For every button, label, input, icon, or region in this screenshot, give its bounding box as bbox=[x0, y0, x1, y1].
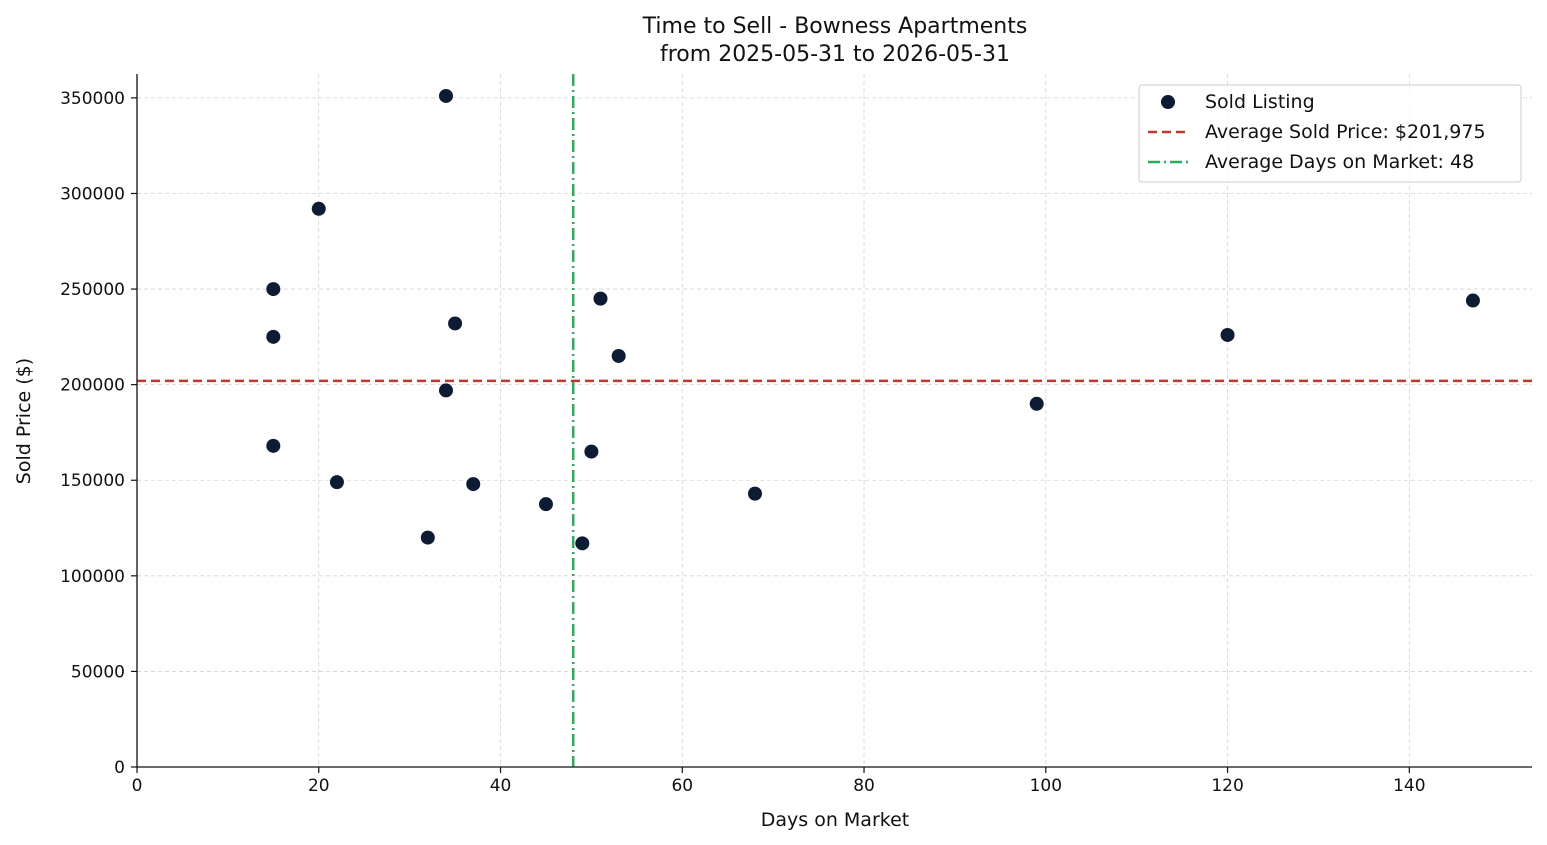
data-point bbox=[438, 383, 453, 398]
y-tick-label: 200000 bbox=[60, 376, 125, 396]
legend-box bbox=[1138, 84, 1522, 183]
data-point bbox=[311, 201, 326, 216]
data-point bbox=[1220, 327, 1235, 342]
x-tick-label: 140 bbox=[1393, 776, 1425, 796]
data-point bbox=[448, 316, 463, 331]
y-tick-label: 0 bbox=[114, 758, 125, 778]
y-tick-label: 150000 bbox=[60, 471, 125, 491]
y-tick-label: 50000 bbox=[71, 662, 125, 682]
chart-subtitle: from 2025-05-31 to 2026-05-31 bbox=[660, 42, 1010, 67]
x-tick-label: 120 bbox=[1211, 776, 1243, 796]
data-point bbox=[747, 486, 762, 501]
data-point bbox=[1029, 396, 1044, 411]
data-point bbox=[593, 291, 608, 306]
chart-title: Time to Sell - Bowness Apartments bbox=[642, 14, 1028, 39]
data-point bbox=[266, 438, 281, 453]
legend-label-sold-listing: Sold Listing bbox=[1205, 91, 1315, 113]
legend: Sold Listing Average Sold Price: $201,97… bbox=[1138, 84, 1522, 183]
data-point bbox=[584, 444, 599, 459]
x-axis-label: Days on Market bbox=[761, 809, 909, 831]
x-tick-label: 20 bbox=[308, 776, 330, 796]
data-point bbox=[538, 497, 553, 512]
legend-label-average-sold-price: Average Sold Price: $201,975 bbox=[1205, 121, 1486, 143]
data-points bbox=[266, 88, 1480, 551]
reference-lines bbox=[137, 74, 1532, 767]
x-tick-label: 0 bbox=[132, 776, 143, 796]
data-point bbox=[1465, 293, 1480, 308]
axes bbox=[131, 74, 1532, 773]
y-tick-label: 100000 bbox=[60, 567, 125, 587]
data-point bbox=[266, 282, 281, 297]
data-point bbox=[438, 88, 453, 103]
legend-label-average-days: Average Days on Market: 48 bbox=[1205, 151, 1474, 173]
data-point bbox=[329, 475, 344, 490]
x-tick-label: 60 bbox=[671, 776, 693, 796]
y-tick-label: 250000 bbox=[60, 280, 125, 300]
x-tick-label: 80 bbox=[853, 776, 875, 796]
y-tick-label: 350000 bbox=[60, 89, 125, 109]
data-point bbox=[611, 348, 626, 363]
data-point bbox=[420, 530, 435, 545]
data-point bbox=[266, 329, 281, 344]
y-axis-label: Sold Price ($) bbox=[13, 358, 35, 484]
legend-marker-sold-listing bbox=[1161, 95, 1175, 109]
data-point bbox=[466, 477, 481, 492]
y-tick-label: 300000 bbox=[60, 184, 125, 204]
tick-labels: 0 20 40 60 80 100 120 140 0 50000 100000 150000 2000… bbox=[60, 89, 1425, 796]
data-point bbox=[575, 536, 590, 551]
x-tick-label: 40 bbox=[490, 776, 512, 796]
x-tick-label: 100 bbox=[1030, 776, 1062, 796]
